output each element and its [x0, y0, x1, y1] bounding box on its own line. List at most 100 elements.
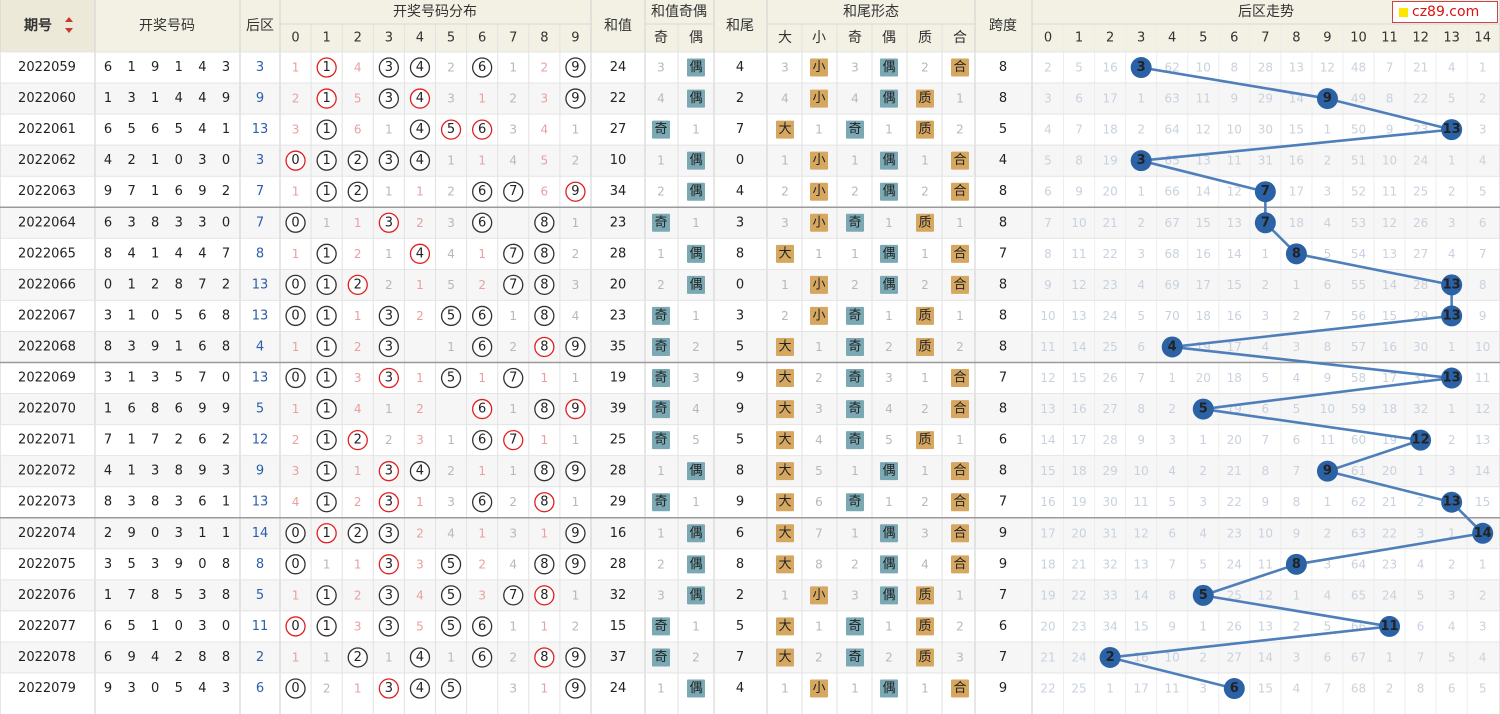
header-trend-8: 8: [1292, 31, 1300, 46]
draw-number: 3: [198, 588, 206, 603]
tail-prime-miss: 3: [921, 526, 929, 540]
trend-miss: 32: [1102, 557, 1117, 571]
tail-small-miss: 4: [815, 433, 823, 447]
logo-square-icon: [1399, 7, 1408, 17]
draw-number: 1: [127, 60, 135, 75]
trend-miss: 4: [1479, 154, 1487, 168]
span-value: 9: [999, 526, 1007, 541]
tail-small-badge-bg: [810, 213, 828, 232]
draw-number: 0: [175, 153, 183, 168]
trend-miss: 11: [1134, 495, 1149, 509]
dist-hit-circle: [409, 647, 431, 668]
dist-hit-circle: [316, 523, 337, 544]
dist-hit-digit: 2: [354, 277, 362, 292]
trend-miss: 8: [1075, 154, 1083, 168]
tail-odd-badge: 奇: [848, 432, 861, 448]
trend-miss: 52: [1351, 185, 1366, 199]
dist-miss: 2: [385, 433, 393, 447]
dist-hit-circle: [503, 243, 524, 264]
dist-hit-circle: [565, 647, 586, 668]
tail-value: 5: [736, 339, 744, 354]
dist-miss: 1: [292, 588, 300, 602]
trend-miss: 12: [1071, 278, 1086, 292]
dist-hit-circle: [409, 150, 431, 171]
back-number: 9: [256, 91, 264, 106]
sum-odd-badge-bg: [652, 617, 670, 636]
dist-hit-digit: 1: [323, 184, 331, 199]
trend-miss: 5: [1324, 247, 1332, 261]
tail-big-miss: 3: [781, 216, 789, 230]
dist-miss: 1: [416, 371, 424, 385]
tail-odd-miss: 3: [851, 588, 859, 602]
dist-hit-circle: [378, 554, 400, 575]
dist-hit-circle: [471, 492, 493, 513]
dist-miss: 1: [478, 526, 486, 540]
trend-miss: 5: [1075, 61, 1083, 75]
dist-hit-digit: 9: [571, 526, 579, 541]
trend-ball: [1130, 57, 1152, 79]
draw-number: 1: [222, 526, 230, 541]
draw-number: 8: [222, 308, 230, 323]
tail-big-miss: 1: [781, 278, 789, 292]
draw-number: 1: [151, 91, 159, 106]
header-trend-6: 6: [1230, 31, 1238, 46]
draw-number: 5: [175, 588, 183, 603]
sum-odd-miss: 2: [657, 557, 665, 571]
sum-even-badge: 偶: [689, 60, 702, 75]
trend-miss: 10: [1382, 154, 1397, 168]
trend-miss: 1: [1448, 340, 1456, 354]
dist-hit-digit: 8: [540, 588, 548, 603]
dist-hit-digit: 3: [385, 526, 393, 541]
trend-miss: 17: [1227, 340, 1242, 354]
trend-ball: [1223, 678, 1245, 700]
dist-hit-circle: [316, 274, 337, 296]
dist-hit-circle: [534, 212, 555, 233]
back-number: 4: [256, 339, 264, 354]
trend-ball-label: 12: [1412, 433, 1430, 448]
header-trend-9: 9: [1323, 31, 1331, 46]
dist-miss: 2: [323, 682, 331, 696]
tail-prime-badge-bg: [916, 431, 934, 450]
trend-miss: 6: [1168, 526, 1176, 540]
trend-line-segment: [1327, 97, 1452, 131]
header-digit-8: 8: [540, 31, 548, 46]
dist-hit-digit: 9: [571, 464, 579, 479]
trend-miss: 2: [1293, 619, 1301, 633]
trend-miss: 9: [1386, 123, 1394, 137]
draw-number: 3: [222, 60, 230, 75]
dist-miss: 2: [447, 464, 455, 478]
trend-ball: [1441, 305, 1463, 327]
draw-number: 7: [222, 246, 230, 261]
dist-hit-digit: 8: [540, 215, 548, 230]
dist-hit-circle: [347, 181, 368, 202]
trend-miss: 1: [1324, 495, 1332, 509]
site-logo[interactable]: cz89.com: [1392, 1, 1498, 23]
tail-even-badge-bg: [880, 182, 898, 201]
tail-small-miss: 7: [815, 526, 823, 540]
dist-miss: 1: [323, 650, 331, 664]
trend-ball: [1285, 553, 1307, 575]
dist-hit-digit: 0: [291, 371, 299, 386]
draw-number: 5: [127, 557, 135, 572]
tail-small-badge: 小: [812, 184, 825, 199]
dist-hit-circle: [565, 398, 586, 420]
dist-hit-digit: 2: [354, 184, 362, 199]
dist-miss: 1: [541, 433, 549, 447]
dist-miss: 1: [354, 216, 362, 230]
span-value: 5: [999, 122, 1007, 137]
trend-miss: 5: [1448, 92, 1456, 106]
trend-miss: 30: [1258, 123, 1273, 137]
trend-miss: 12: [1320, 61, 1335, 75]
header-span: 跨度: [989, 18, 1017, 34]
trend-miss: 9: [1479, 309, 1487, 323]
tail-odd-miss: 1: [851, 526, 859, 540]
trend-miss: 15: [1134, 619, 1149, 633]
tail-comp-badge-bg: [951, 58, 969, 77]
tail-even-badge: 偶: [882, 526, 895, 541]
trend-miss: 14: [1258, 650, 1273, 664]
back-number: 7: [256, 184, 264, 199]
trend-miss: 3: [1293, 340, 1301, 354]
draw-number: 1: [127, 308, 135, 323]
trend-miss: 14: [1071, 340, 1086, 354]
header-digit-4: 4: [416, 31, 424, 46]
